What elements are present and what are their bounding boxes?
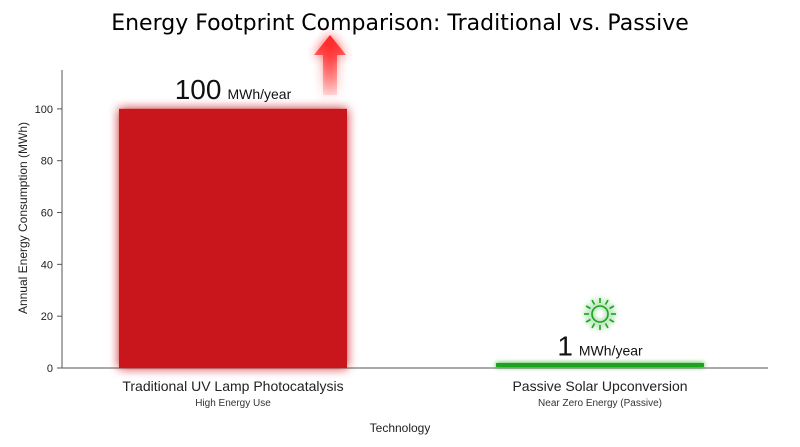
- y-tick-label: 0: [47, 363, 53, 375]
- category-sublabel: High Energy Use: [195, 398, 271, 409]
- value-number: 1: [557, 330, 573, 361]
- y-tick-label: 60: [41, 208, 53, 220]
- y-axis-label: Annual Energy Consumption (MWh): [16, 122, 30, 314]
- y-tick-label: 20: [41, 311, 53, 323]
- category-label: Passive Solar Upconversion: [512, 378, 687, 394]
- y-tick-label: 40: [41, 259, 53, 271]
- y-tick-label: 80: [41, 156, 53, 168]
- y-tick-label: 100: [35, 104, 53, 116]
- bar: [119, 108, 347, 368]
- value-label: 100 MWh/year: [175, 74, 292, 105]
- chart-title: Energy Footprint Comparison: Traditional…: [111, 11, 689, 36]
- value-unit: MWh/year: [579, 342, 643, 358]
- value-label: 1 MWh/year: [557, 330, 643, 361]
- value-number: 100: [175, 74, 222, 105]
- x-axis-label: Technology: [370, 421, 431, 435]
- category-sublabel: Near Zero Energy (Passive): [538, 398, 662, 409]
- up-arrow-icon: [314, 35, 346, 95]
- value-unit: MWh/year: [227, 86, 291, 102]
- category-label: Traditional UV Lamp Photocatalysis: [122, 378, 343, 394]
- category-labels-group: Traditional UV Lamp Photocatalysis High E…: [122, 378, 687, 409]
- bar: [496, 363, 704, 367]
- value-labels-group: 100 MWh/year 1 MWh/year: [175, 35, 643, 361]
- bars-group: [119, 108, 704, 368]
- y-axis: 0 20 40 60 80 100: [35, 70, 63, 375]
- sun-icon: [584, 298, 616, 330]
